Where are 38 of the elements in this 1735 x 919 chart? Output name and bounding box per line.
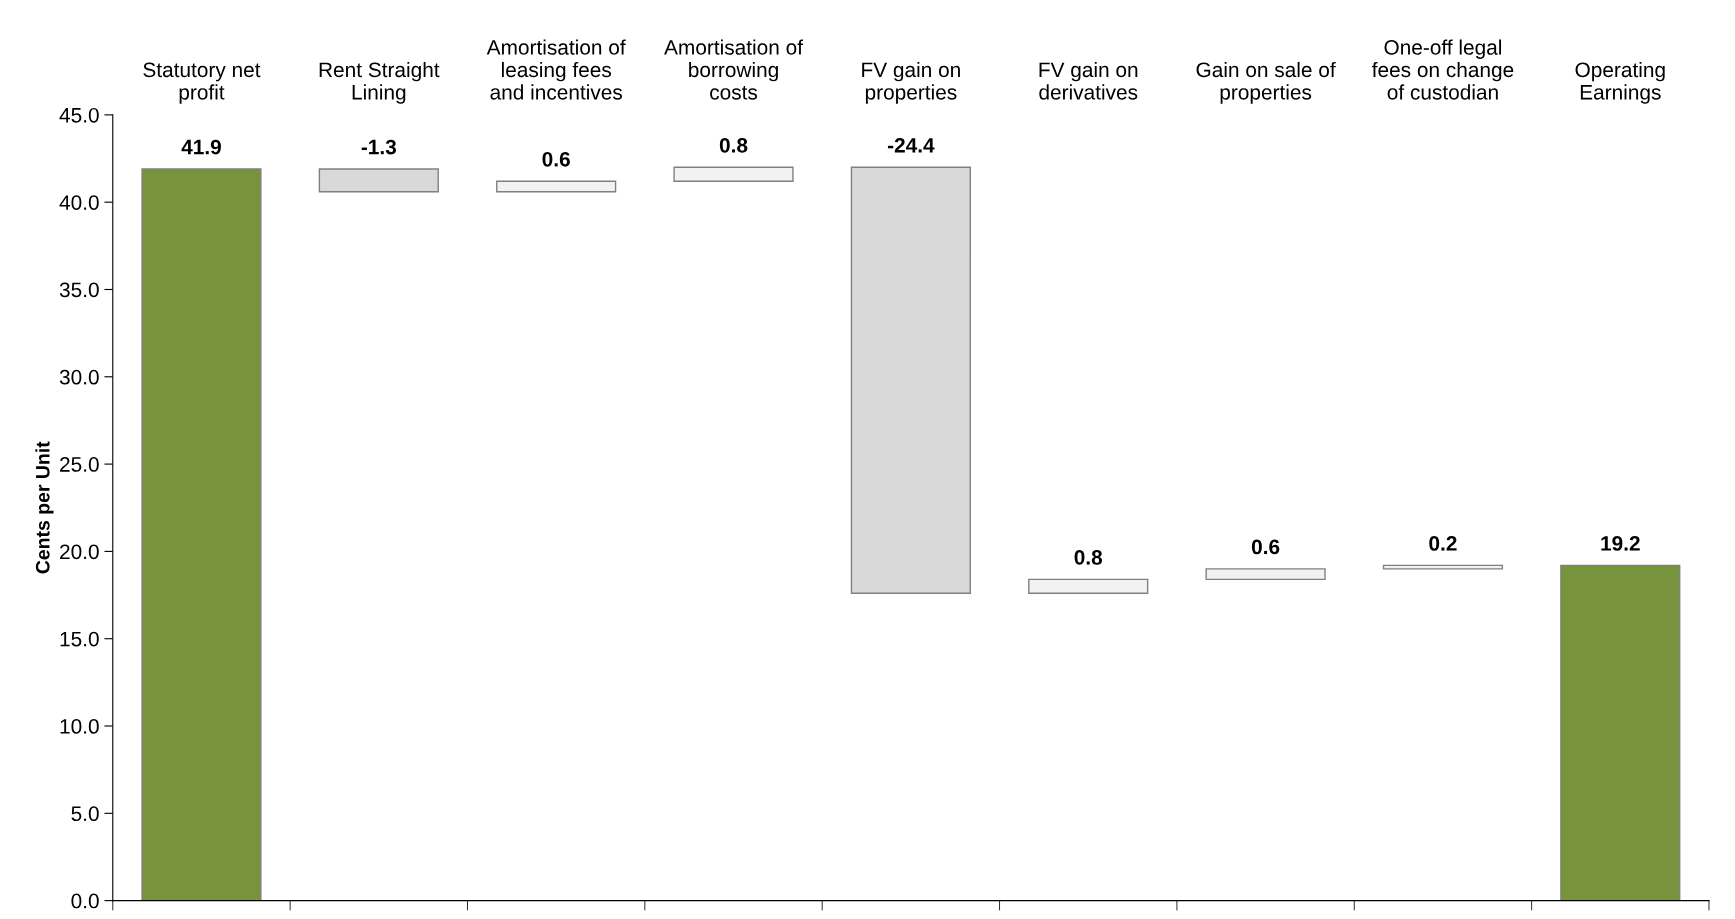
y-tick-label: 10.0 [60,719,99,734]
bar [673,166,794,182]
data-label: 0.6 [1251,539,1280,555]
bar [141,168,262,901]
y-tick-label: 5.0 [71,806,99,822]
y-tick-label: 20.0 [60,544,99,560]
x-tick-label: Amortisation of borrowing costs [664,39,804,100]
x-tick-label: Gain on sale of properties [1196,61,1336,104]
data-label: 0.2 [1429,536,1457,551]
y-axis-title: Cents per Unit [35,441,54,574]
bar [1382,564,1504,570]
bar [850,166,971,595]
x-tick-label: Rent Straight Lining [319,61,440,104]
y-tick-label: 0.0 [71,893,99,909]
y-tick-label: 45.0 [59,107,99,123]
data-label: 0.8 [1074,549,1103,565]
bar [1028,578,1149,595]
data-label: 0.6 [542,151,570,167]
data-label: 41.9 [181,139,221,155]
y-tick-label: 35.0 [59,282,99,298]
bar [496,180,617,193]
data-label: 0.8 [719,137,748,153]
bar [318,168,439,193]
data-label: -24.4 [887,137,935,153]
bar [1205,568,1326,581]
x-tick-label: One-off legal fees on change of custodian [1372,39,1514,100]
bar [1560,564,1681,901]
y-tick-label: 15.0 [60,631,99,647]
y-tick-label: 30.0 [59,369,99,385]
x-tick-label: FV gain on derivatives [1039,61,1138,100]
x-tick-label: Operating Earnings [1575,61,1665,104]
x-tick-label: FV gain on properties [862,61,960,104]
data-label: 19.2 [1601,536,1640,551]
y-tick-label: 25.0 [60,457,99,472]
data-label: -1.3 [361,139,397,155]
y-tick-label: 40.0 [59,195,99,210]
x-tick-label: Amortisation of leasing fees and incentives [486,39,626,100]
x-tick-label: Statutory net profit [143,62,261,104]
